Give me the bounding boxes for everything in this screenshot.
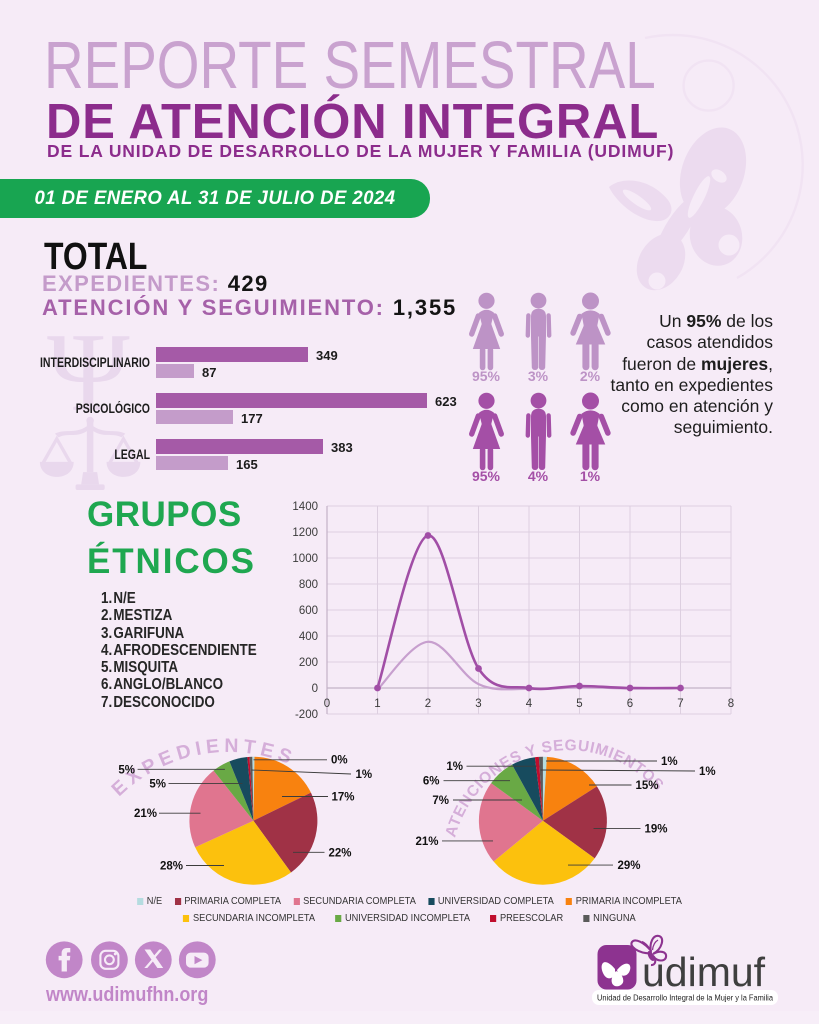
- svg-text:2: 2: [425, 698, 431, 710]
- svg-text:1000: 1000: [292, 553, 318, 565]
- svg-text:29%: 29%: [618, 860, 641, 872]
- svg-text:0%: 0%: [331, 755, 348, 767]
- svg-text:-200: -200: [295, 709, 318, 721]
- svg-text:7%: 7%: [432, 795, 449, 807]
- svg-text:1: 1: [374, 698, 380, 710]
- svg-text:1%: 1%: [699, 766, 716, 778]
- svg-text:800: 800: [299, 579, 318, 591]
- svg-text:6%: 6%: [423, 776, 440, 788]
- svg-text:0: 0: [324, 698, 330, 710]
- svg-text:22%: 22%: [329, 847, 352, 859]
- svg-text:3: 3: [475, 698, 481, 710]
- svg-text:7: 7: [677, 698, 683, 710]
- svg-text:21%: 21%: [134, 808, 157, 820]
- svg-text:15%: 15%: [636, 780, 659, 792]
- svg-text:1200: 1200: [292, 527, 318, 539]
- svg-text:17%: 17%: [332, 792, 355, 804]
- svg-text:600: 600: [299, 605, 318, 617]
- svg-text:6: 6: [627, 698, 633, 710]
- svg-text:8: 8: [728, 698, 734, 710]
- svg-text:Unidad de Desarrollo Integral: Unidad de Desarrollo Integral de la Muje…: [597, 993, 773, 1003]
- svg-text:1400: 1400: [292, 501, 318, 513]
- svg-text:1%: 1%: [356, 769, 373, 781]
- svg-text:1%: 1%: [661, 756, 678, 768]
- svg-text:28%: 28%: [160, 861, 183, 873]
- svg-text:400: 400: [299, 631, 318, 643]
- svg-text:19%: 19%: [645, 824, 668, 836]
- svg-text:4: 4: [526, 698, 533, 710]
- svg-text:1%: 1%: [446, 761, 463, 773]
- svg-text:5: 5: [576, 698, 582, 710]
- svg-text:5%: 5%: [149, 779, 166, 791]
- svg-text:5%: 5%: [118, 764, 135, 776]
- svg-text:200: 200: [299, 657, 318, 669]
- svg-text:udimuf: udimuf: [642, 949, 766, 995]
- svg-text:21%: 21%: [415, 836, 438, 848]
- svg-text:0: 0: [312, 683, 318, 695]
